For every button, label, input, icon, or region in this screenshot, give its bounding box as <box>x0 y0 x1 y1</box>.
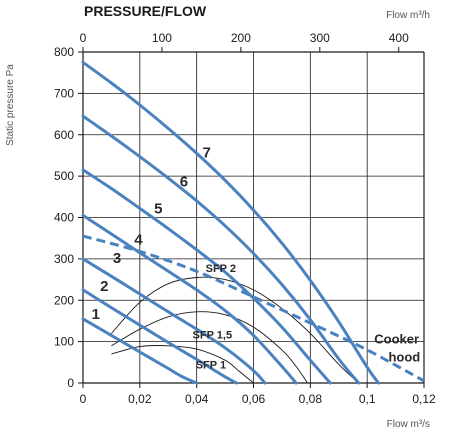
x-tick-label: 0,02 <box>128 392 152 406</box>
curve-label-1: 1 <box>92 306 100 323</box>
y-tick-label: 600 <box>54 128 74 142</box>
sfp-label: SFP 1 <box>196 360 226 372</box>
curve-label-2: 2 <box>100 278 108 295</box>
y-tick-label: 0 <box>67 376 74 390</box>
y-tick-label: 400 <box>54 211 74 225</box>
curve-label-7: 7 <box>202 145 210 162</box>
x-tick-label: 0,08 <box>299 392 323 406</box>
x-axis-label: Flow m³/s <box>387 419 430 430</box>
sfp-label: SFP 1,5 <box>193 329 233 341</box>
y-tick-label: 300 <box>54 252 74 266</box>
y-tick-label: 500 <box>54 169 74 183</box>
x2-tick-label: 200 <box>231 31 251 45</box>
fan-curve-2 <box>81 288 238 385</box>
x2-tick-label: 100 <box>152 31 172 45</box>
x-tick-label: 0,04 <box>185 392 209 406</box>
tick-labels: 0 100 200 300 400 500 600 700 800 0 0,02 0,04 0,06 0,… <box>54 31 436 406</box>
fan-curve-5 <box>81 168 332 385</box>
y-tick-label: 200 <box>54 293 74 307</box>
sfp-curve <box>111 345 254 384</box>
curve-label-6: 6 <box>180 173 188 190</box>
y-tick-label: 700 <box>54 86 74 100</box>
curve-label-5: 5 <box>154 200 162 217</box>
x-tick-label: 0,06 <box>242 392 266 406</box>
fan-curve-6 <box>81 114 361 385</box>
y-axis-label: Static pressure Pa <box>5 64 16 146</box>
x-tick-label: 0,1 <box>359 392 376 406</box>
fan-curve-3 <box>81 257 267 385</box>
y-tick-label: 800 <box>54 45 74 59</box>
curve-label-3: 3 <box>113 250 121 267</box>
sfp-curve <box>111 311 308 384</box>
x-tick-label: 0 <box>80 392 87 406</box>
curve-label-4: 4 <box>134 231 143 248</box>
grid <box>78 47 425 388</box>
cooker-label-line1: Cooker <box>374 331 419 346</box>
x2-tick-label: 0 <box>80 31 87 45</box>
fan-curves <box>81 60 425 385</box>
chart-title: PRESSURE/FLOW <box>84 3 207 19</box>
x2-tick-label: 400 <box>389 31 409 45</box>
fan-curve-4 <box>81 213 298 385</box>
fan-curve-7 <box>81 60 380 385</box>
x2-tick-label: 300 <box>310 31 330 45</box>
cooker-hood-curve <box>82 234 425 383</box>
fan-curve-1 <box>81 317 199 385</box>
x2-axis-label: Flow m³/h <box>386 10 430 21</box>
sfp-label: SFP 2 <box>206 263 236 275</box>
y-tick-label: 100 <box>54 335 74 349</box>
x-tick-label: 0,12 <box>412 392 436 406</box>
cooker-label-line2: hood <box>388 349 420 364</box>
